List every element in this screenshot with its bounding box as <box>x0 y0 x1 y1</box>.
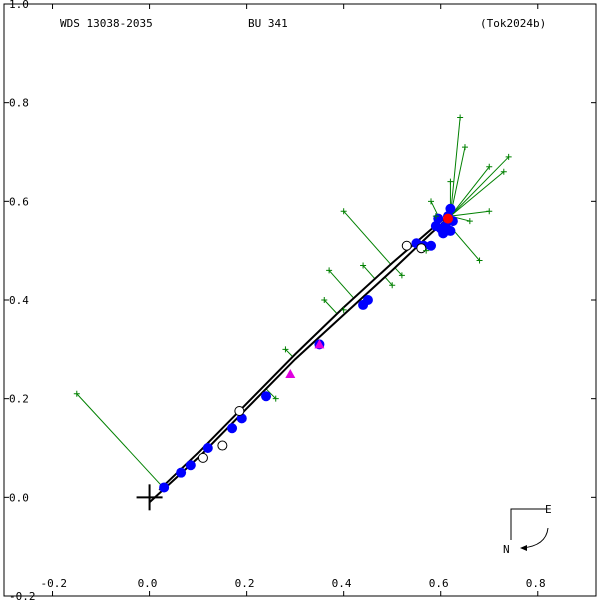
filled-point <box>426 240 437 251</box>
y-tick-label: 0.8 <box>9 97 29 110</box>
plus-point <box>428 198 435 205</box>
orientation-arrow <box>521 527 549 549</box>
y-tick-label: 0.0 <box>9 491 29 504</box>
plus-point <box>340 208 347 215</box>
filled-point <box>185 460 196 471</box>
y-tick-label: 1.0 <box>9 0 29 11</box>
x-tick-label: 0.8 <box>526 577 546 590</box>
open-point <box>234 406 245 416</box>
plus-point <box>360 262 367 269</box>
plus-point <box>486 163 493 170</box>
filled-point <box>445 225 456 236</box>
plus-point <box>326 267 333 274</box>
filled-point <box>202 443 213 453</box>
residual-line <box>450 210 490 217</box>
open-point <box>217 440 228 451</box>
orbit-line <box>148 215 452 504</box>
residual-line <box>328 270 355 299</box>
open-point <box>197 452 208 463</box>
plus-point <box>321 297 328 303</box>
plus-point <box>340 306 347 313</box>
residual-line <box>449 117 461 217</box>
y-tick-label: 0.4 <box>9 294 29 307</box>
plus-point <box>457 114 464 121</box>
open-point <box>401 240 412 251</box>
plus-point <box>432 213 439 220</box>
plus-point <box>476 257 483 264</box>
plus-point <box>447 178 454 185</box>
filled-point <box>159 482 170 493</box>
plus-point <box>272 395 279 402</box>
x-tick-label: 0.4 <box>332 577 352 590</box>
x-tick-label: 0.0 <box>138 577 158 590</box>
x-tick-label: 0.2 <box>235 577 255 590</box>
plus-point <box>466 218 473 225</box>
y-tick-label: 0.2 <box>9 393 29 406</box>
north-label: N <box>503 543 510 556</box>
plus-point <box>423 247 430 254</box>
residual-line <box>285 348 294 358</box>
title-right: (Tok2024b) <box>480 17 546 30</box>
title-center: BU 341 <box>248 17 288 30</box>
y-tick-label: 0.6 <box>9 195 29 208</box>
plus-point <box>389 282 396 289</box>
orbit-group <box>136 215 452 511</box>
points-group <box>73 114 512 493</box>
orientation-indicator: E N <box>503 503 552 556</box>
east-label: E <box>545 503 552 516</box>
residual-line <box>76 393 163 488</box>
residual-line <box>450 166 490 217</box>
residual-lines <box>76 117 510 488</box>
filled-point <box>445 203 456 214</box>
x-tick-label: -0.2 <box>41 577 68 590</box>
orientation-arrowhead <box>520 545 527 551</box>
plus-point <box>486 208 493 215</box>
plus-point <box>505 153 512 160</box>
plot-frame <box>3 3 597 597</box>
y-tick-label: -0.2 <box>9 590 36 600</box>
residual-line <box>362 265 376 280</box>
residual-line <box>323 299 338 315</box>
plus-point <box>500 168 507 175</box>
residual-line <box>265 388 277 400</box>
plus-point <box>73 390 80 397</box>
axes-group: -0.2 0.0 0.2 0.4 0.6 0.8 -0.2 0.0 0.2 0.4 0.6 0.8 1.… <box>4 0 596 600</box>
open-point <box>416 243 427 254</box>
residual-line <box>450 171 505 217</box>
plus-point <box>461 144 468 151</box>
filled-point <box>227 423 238 434</box>
filled-point <box>176 467 187 478</box>
plus-point <box>398 272 405 279</box>
plus-point <box>282 346 289 353</box>
filled-point <box>433 213 444 224</box>
residual-line <box>384 276 393 286</box>
x-tick-label: 0.6 <box>429 577 449 590</box>
residual-line <box>450 156 510 217</box>
residual-line <box>394 267 403 276</box>
red-point <box>443 213 453 224</box>
triangle-point <box>314 339 325 349</box>
title-left: WDS 13038-2035 <box>60 17 153 30</box>
triangle-point <box>285 369 296 378</box>
orientation-axes <box>510 508 546 540</box>
filled-point <box>362 295 373 305</box>
filled-point <box>261 391 272 402</box>
residual-line <box>343 210 392 265</box>
